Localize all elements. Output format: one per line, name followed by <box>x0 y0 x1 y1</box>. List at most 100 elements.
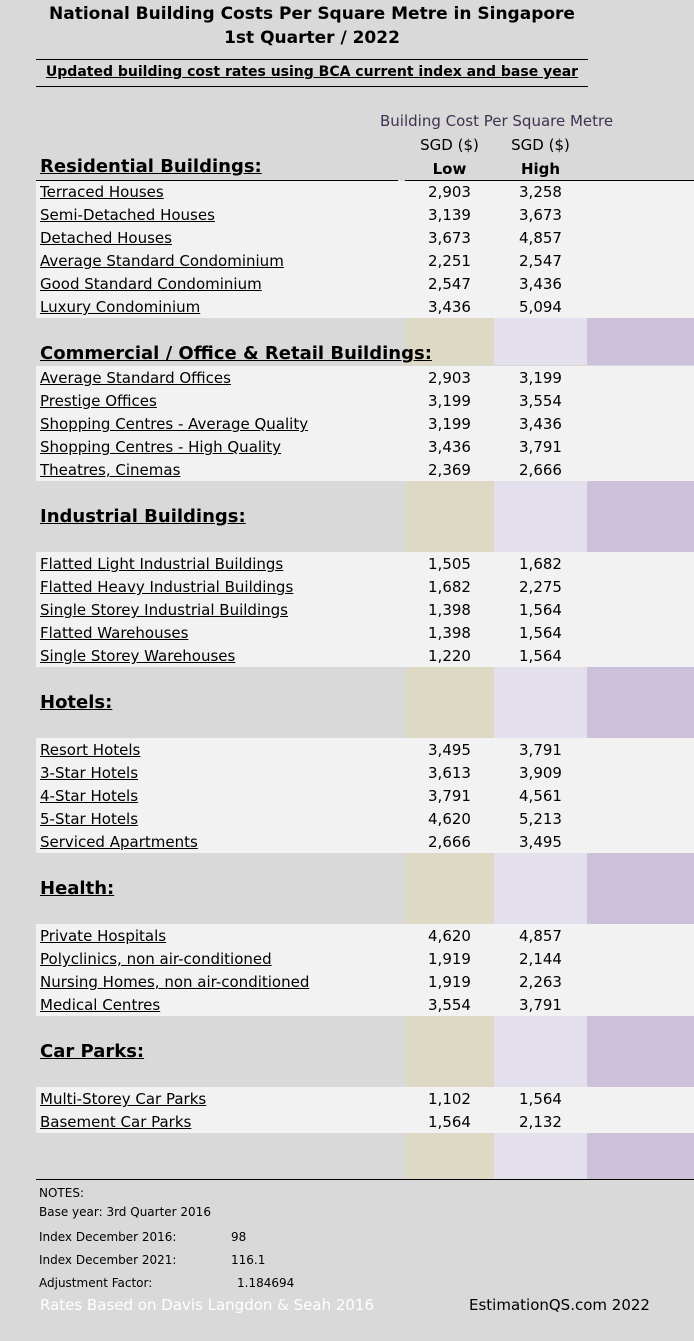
cost-high: 2,132 <box>519 1113 562 1131</box>
gap-side <box>587 1016 694 1087</box>
gap-high <box>494 1016 587 1087</box>
cost-low: 2,251 <box>428 252 471 270</box>
cost-high: 3,791 <box>519 438 562 456</box>
gap-low <box>405 853 494 924</box>
list-item[interactable]: Average Standard Condominium <box>40 252 284 270</box>
section-title-health: Health: <box>40 878 115 899</box>
footer-rule <box>36 1179 694 1180</box>
gap-high <box>494 667 587 738</box>
cost-low: 3,673 <box>428 229 471 247</box>
list-item[interactable]: Single Storey Warehouses <box>40 647 236 665</box>
hotels-band <box>36 738 694 853</box>
list-item[interactable]: Flatted Heavy Industrial Buildings <box>40 578 294 596</box>
cost-high: 3,791 <box>519 996 562 1014</box>
cost-low: 3,495 <box>428 741 471 759</box>
list-item[interactable]: Terraced Houses <box>40 183 164 201</box>
index-2016-value: 98 <box>231 1230 247 1244</box>
list-item[interactable]: 5-Star Hotels <box>40 810 139 828</box>
list-item[interactable]: Multi-Storey Car Parks <box>40 1090 207 1108</box>
gap-low <box>405 1133 494 1179</box>
index-note-banner: Updated building cost rates using BCA cu… <box>36 59 588 87</box>
list-item[interactable]: Private Hospitals <box>40 927 167 945</box>
gap-side <box>587 481 694 552</box>
list-item[interactable]: Basement Car Parks <box>40 1113 192 1131</box>
list-item[interactable]: 3-Star Hotels <box>40 764 139 782</box>
list-item[interactable]: Medical Centres <box>40 996 161 1014</box>
cost-high: 3,436 <box>519 415 562 433</box>
cost-high: 1,564 <box>519 624 562 642</box>
index-2021-label: Index December 2021: <box>39 1253 177 1267</box>
cost-low: 2,547 <box>428 275 471 293</box>
cost-low: 4,620 <box>428 810 471 828</box>
cost-low: 1,398 <box>428 601 471 619</box>
base-year-note: Base year: 3rd Quarter 2016 <box>39 1205 211 1219</box>
section-title-carparks: Car Parks: <box>40 1041 145 1062</box>
page-title: National Building Costs Per Square Metre… <box>49 4 575 24</box>
gap-side <box>587 318 694 365</box>
list-item[interactable]: Luxury Condominium <box>40 298 201 316</box>
high-column-label: High <box>520 160 561 178</box>
cost-low: 3,613 <box>428 764 471 782</box>
currency-low-label: SGD ($) <box>420 136 479 154</box>
list-item[interactable]: Flatted Warehouses <box>40 624 189 642</box>
site-credit[interactable]: EstimationQS.com 2022 <box>469 1296 650 1314</box>
list-item[interactable]: Single Storey Industrial Buildings <box>40 601 288 619</box>
list-item[interactable]: Semi-Detached Houses <box>40 206 215 224</box>
gap-high <box>494 481 587 552</box>
list-item[interactable]: Detached Houses <box>40 229 172 247</box>
list-item[interactable]: Serviced Apartments <box>40 833 198 851</box>
cost-high: 3,199 <box>519 369 562 387</box>
notes-heading: NOTES: <box>39 1186 84 1200</box>
list-item[interactable]: 4-Star Hotels <box>40 787 139 805</box>
cost-high: 3,673 <box>519 206 562 224</box>
cost-high: 3,909 <box>519 764 562 782</box>
health-band <box>36 924 694 1016</box>
cost-low: 1,919 <box>428 950 471 968</box>
cost-low: 3,554 <box>428 996 471 1014</box>
cost-high: 5,213 <box>519 810 562 828</box>
cost-high: 3,791 <box>519 741 562 759</box>
list-item[interactable]: Flatted Light Industrial Buildings <box>40 555 284 573</box>
list-item[interactable]: Nursing Homes, non air-conditioned <box>40 973 310 991</box>
cost-high: 2,144 <box>519 950 562 968</box>
list-item[interactable]: Resort Hotels <box>40 741 141 759</box>
section-title-industrial: Industrial Buildings: <box>40 506 246 527</box>
cost-high: 1,564 <box>519 647 562 665</box>
cost-high: 3,554 <box>519 392 562 410</box>
index-2021-value: 116.1 <box>231 1253 266 1267</box>
header-rule <box>405 180 694 181</box>
commercial-band <box>36 366 694 481</box>
index-2016-label: Index December 2016: <box>39 1230 177 1244</box>
industrial-band <box>36 552 694 667</box>
source-credit: Rates Based on Davis Langdon & Seah 2016 <box>40 1296 375 1314</box>
cost-high: 4,857 <box>519 927 562 945</box>
cost-high: 3,258 <box>519 183 562 201</box>
list-item[interactable]: Theatres, Cinemas <box>40 461 181 479</box>
cost-high: 4,857 <box>519 229 562 247</box>
section-rule <box>36 180 398 181</box>
section-title-hotels: Hotels: <box>40 692 113 713</box>
low-column-label: Low <box>432 160 467 178</box>
gap-low <box>405 1016 494 1087</box>
section-title-residential: Residential Buildings: <box>40 156 262 177</box>
cost-high: 1,564 <box>519 1090 562 1108</box>
gap-side <box>587 1133 694 1179</box>
list-item[interactable]: Shopping Centres - High Quality <box>40 438 281 456</box>
gap-low <box>405 481 494 552</box>
list-item[interactable]: Polyclinics, non air-conditioned <box>40 950 272 968</box>
cost-high: 2,263 <box>519 973 562 991</box>
list-item[interactable]: Shopping Centres - Average Quality <box>40 415 309 433</box>
cost-high: 2,666 <box>519 461 562 479</box>
gap-high <box>494 318 587 365</box>
currency-high-label: SGD ($) <box>511 136 570 154</box>
cost-low: 3,199 <box>428 415 471 433</box>
list-item[interactable]: Prestige Offices <box>40 392 157 410</box>
cost-low: 2,666 <box>428 833 471 851</box>
cost-low: 3,436 <box>428 298 471 316</box>
cost-high: 4,561 <box>519 787 562 805</box>
list-item[interactable]: Good Standard Condominium <box>40 275 262 293</box>
cost-high: 2,275 <box>519 578 562 596</box>
gap-low <box>405 318 494 365</box>
cost-low: 3,199 <box>428 392 471 410</box>
list-item[interactable]: Average Standard Offices <box>40 369 231 387</box>
